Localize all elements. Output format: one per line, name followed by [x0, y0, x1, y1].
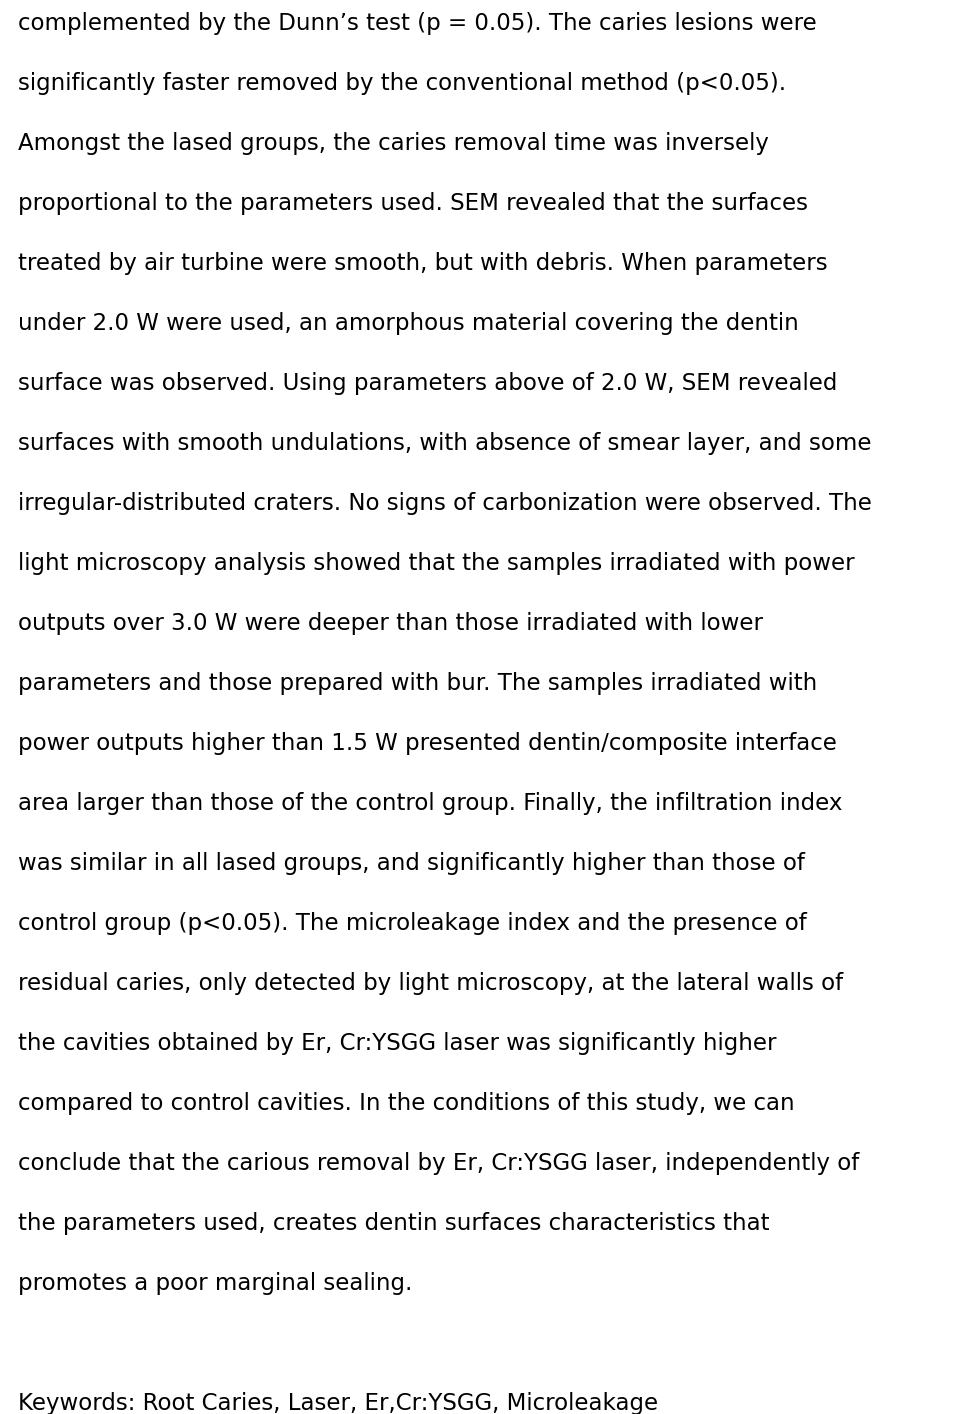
- Text: residual caries, only detected by light microscopy, at the lateral walls of: residual caries, only detected by light …: [18, 971, 843, 995]
- Text: the parameters used, creates dentin surfaces characteristics that: the parameters used, creates dentin surf…: [18, 1212, 770, 1234]
- Text: light microscopy analysis showed that the samples irradiated with power: light microscopy analysis showed that th…: [18, 551, 854, 575]
- Text: significantly faster removed by the conventional method (p<0.05).: significantly faster removed by the conv…: [18, 72, 786, 95]
- Text: Amongst the lased groups, the caries removal time was inversely: Amongst the lased groups, the caries rem…: [18, 132, 769, 156]
- Text: irregular-distributed craters. No signs of carbonization were observed. The: irregular-distributed craters. No signs …: [18, 492, 872, 515]
- Text: parameters and those prepared with bur. The samples irradiated with: parameters and those prepared with bur. …: [18, 672, 817, 696]
- Text: the cavities obtained by Er, Cr:YSGG laser was significantly higher: the cavities obtained by Er, Cr:YSGG las…: [18, 1032, 777, 1055]
- Text: surface was observed. Using parameters above of 2.0 W, SEM revealed: surface was observed. Using parameters a…: [18, 372, 837, 395]
- Text: was similar in all lased groups, and significantly higher than those of: was similar in all lased groups, and sig…: [18, 853, 804, 875]
- Text: promotes a poor marginal sealing.: promotes a poor marginal sealing.: [18, 1273, 413, 1295]
- Text: treated by air turbine were smooth, but with debris. When parameters: treated by air turbine were smooth, but …: [18, 252, 828, 274]
- Text: conclude that the carious removal by Er, Cr:YSGG laser, independently of: conclude that the carious removal by Er,…: [18, 1152, 859, 1175]
- Text: surfaces with smooth undulations, with absence of smear layer, and some: surfaces with smooth undulations, with a…: [18, 433, 872, 455]
- Text: outputs over 3.0 W were deeper than those irradiated with lower: outputs over 3.0 W were deeper than thos…: [18, 612, 763, 635]
- Text: power outputs higher than 1.5 W presented dentin/composite interface: power outputs higher than 1.5 W presente…: [18, 732, 837, 755]
- Text: proportional to the parameters used. SEM revealed that the surfaces: proportional to the parameters used. SEM…: [18, 192, 808, 215]
- Text: compared to control cavities. In the conditions of this study, we can: compared to control cavities. In the con…: [18, 1092, 795, 1116]
- Text: Keywords: Root Caries, Laser, Er,Cr:YSGG, Microleakage: Keywords: Root Caries, Laser, Er,Cr:YSGG…: [18, 1391, 659, 1414]
- Text: complemented by the Dunn’s test (p = 0.05). The caries lesions were: complemented by the Dunn’s test (p = 0.0…: [18, 11, 817, 35]
- Text: control group (p<0.05). The microleakage index and the presence of: control group (p<0.05). The microleakage…: [18, 912, 806, 935]
- Text: under 2.0 W were used, an amorphous material covering the dentin: under 2.0 W were used, an amorphous mate…: [18, 312, 799, 335]
- Text: area larger than those of the control group. Finally, the infiltration index: area larger than those of the control gr…: [18, 792, 842, 814]
